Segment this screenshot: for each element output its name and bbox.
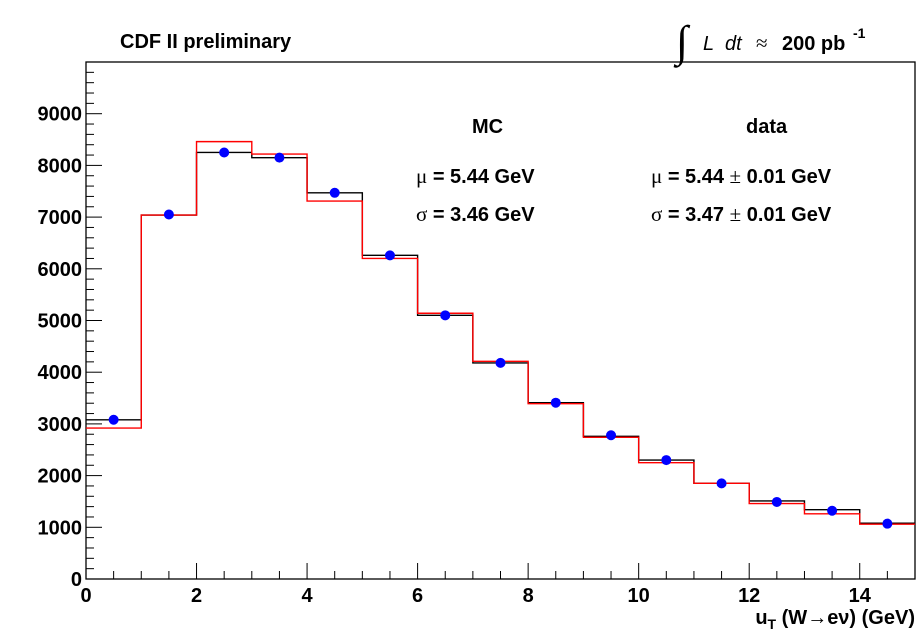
x-tick-label: 4 [302,585,314,607]
y-tick-label: 3000 [38,414,83,436]
data-point [329,187,340,198]
x-tick-label: 6 [412,585,423,607]
data-point [440,310,451,321]
lumi-exponent: -1 [853,25,866,41]
x-tick-label: 14 [849,585,872,607]
data-point [550,397,561,408]
data-point [771,496,782,507]
x-tick-label: 8 [523,585,534,607]
y-tick-label: 5000 [38,311,83,333]
x-tick-label: 0 [80,585,91,607]
sigma-symbol: σ [416,202,427,226]
data-sigma: σ = 3.47 ± 0.01 GeV [651,202,832,226]
data-point [661,455,672,466]
chart-title: CDF II preliminary [120,31,292,53]
y-tick-labels: 0 1000 2000 3000 4000 5000 6000 7000 8000 9000 [38,104,83,591]
x-tick-label: 12 [738,585,760,607]
data-point [495,357,506,368]
y-tick-label: 6000 [38,259,83,281]
lumi-value: 200 pb [782,33,845,55]
y-tick-label: 0 [71,569,82,591]
histograms [86,140,915,525]
data-point [716,478,727,489]
x-tick-labels: 0 2 4 6 8 10 12 14 [80,585,871,607]
mc-sigma: σ = 3.46 GeV [416,202,535,226]
integral-symbol: ∫ [673,17,691,68]
data-point [163,209,174,220]
x-tick-label: 2 [191,585,202,607]
lumi-dt: dt [725,33,743,55]
data-point [827,505,838,516]
hist-step-mc [86,140,915,525]
data-point [108,414,119,425]
data-point [882,518,893,529]
mc-heading: MC [472,116,503,138]
mc-mu: μ = 5.44 GeV [416,164,535,188]
data-points [108,147,893,529]
data-mu: μ = 5.44 ± 0.01 GeV [651,164,832,188]
y-tick-label: 1000 [38,517,83,539]
lumi-L: L [703,33,714,55]
y-tick-label: 2000 [38,466,83,488]
y-tick-label: 7000 [38,207,83,229]
data-heading: data [746,116,788,138]
x-tick-label: 10 [628,585,650,607]
data-point [606,430,617,441]
data-point [274,152,285,163]
y-tick-label: 9000 [38,104,83,126]
y-tick-label: 8000 [38,155,83,177]
y-tick-label: 4000 [38,362,83,384]
mu-symbol: μ [416,164,427,188]
data-point [384,250,395,261]
luminosity-label: ∫ L dt ≈ 200 pb -1 [673,17,866,68]
data-point [219,147,230,158]
lumi-approx: ≈ [756,31,768,55]
x-axis-label: uT (W→eν) (GeV) [755,607,915,632]
axis-ticks [85,61,916,580]
